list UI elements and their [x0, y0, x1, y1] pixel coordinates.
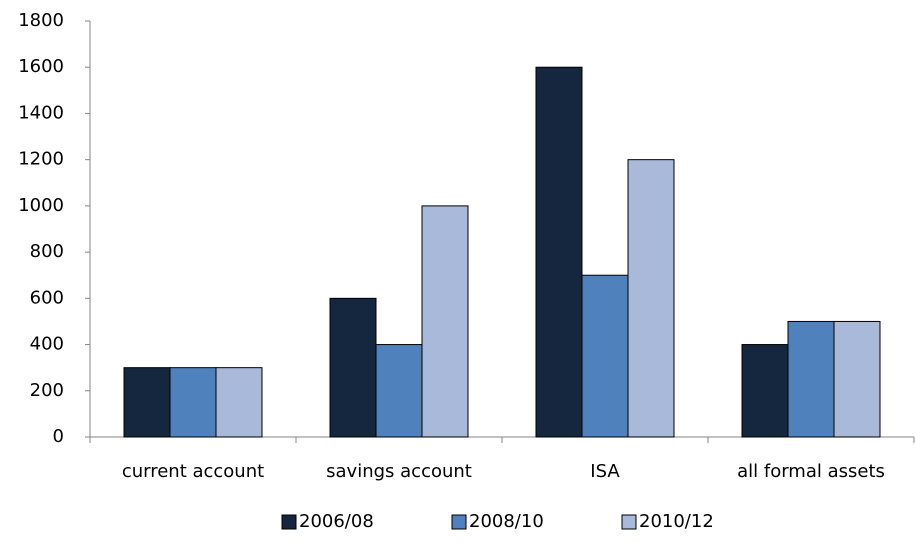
bar — [627, 159, 675, 438]
y-tick-label: 1000 — [18, 195, 64, 216]
bar — [169, 367, 217, 438]
y-tick-label: 0 — [53, 426, 64, 447]
x-tick-label: ISA — [590, 461, 620, 482]
x-tick-label: all formal assets — [737, 461, 885, 482]
bar — [787, 320, 835, 438]
legend-label: 2008/10 — [469, 511, 544, 532]
y-tick-label: 1200 — [18, 149, 64, 170]
bar — [833, 320, 881, 438]
bar — [421, 205, 469, 438]
bar — [375, 344, 423, 438]
bar — [581, 274, 629, 438]
bar — [741, 344, 789, 438]
y-tick-label: 400 — [30, 334, 64, 355]
bar — [215, 367, 263, 438]
legend-swatch — [281, 514, 297, 530]
y-tick-label: 1400 — [18, 102, 64, 123]
bar — [123, 367, 171, 438]
y-tick-label: 1600 — [18, 56, 64, 77]
y-tick-label: 200 — [30, 380, 64, 401]
y-tick-label: 1800 — [18, 10, 64, 31]
bar — [535, 66, 583, 438]
bar — [329, 297, 377, 438]
x-tick-label: savings account — [326, 461, 472, 482]
x-tick-label: current account — [122, 461, 264, 482]
y-tick-label: 600 — [30, 287, 64, 308]
legend-label: 2006/08 — [299, 511, 374, 532]
legend-label: 2010/12 — [639, 511, 714, 532]
legend-swatch — [451, 514, 467, 530]
y-tick-label: 800 — [30, 241, 64, 262]
legend-swatch — [621, 514, 637, 530]
